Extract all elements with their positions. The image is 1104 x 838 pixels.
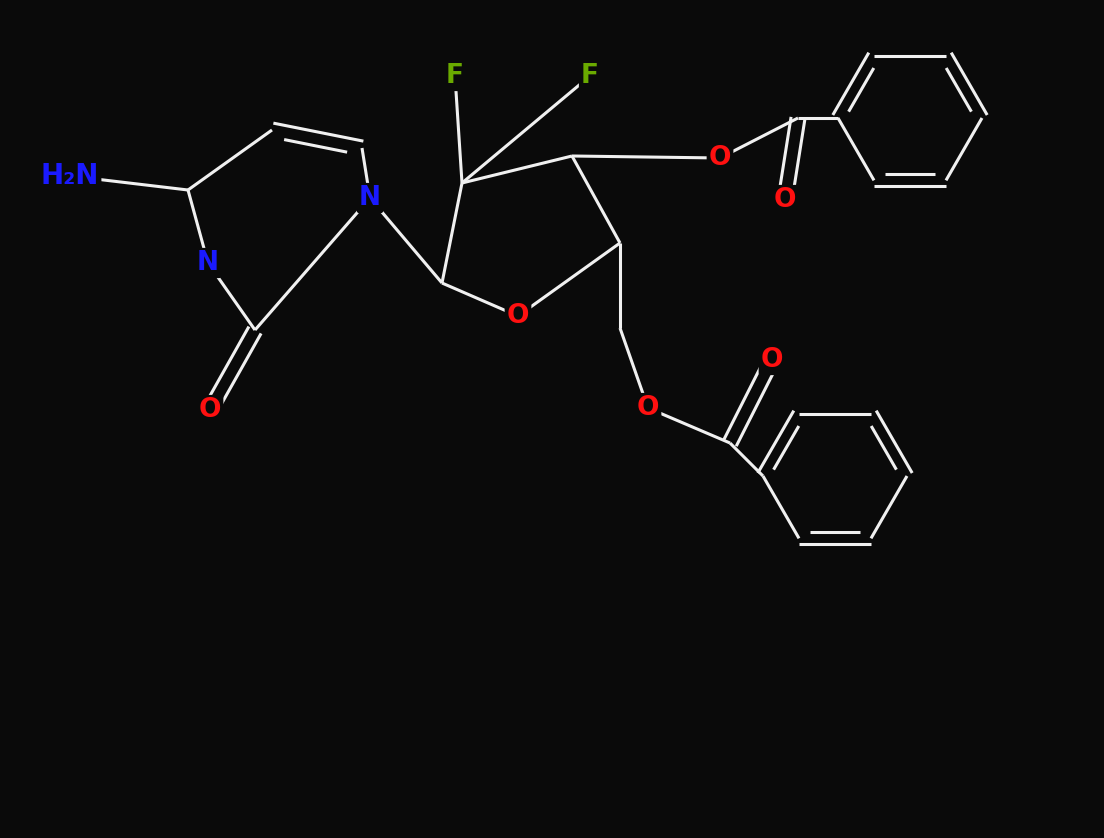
Text: O: O <box>709 145 731 171</box>
Text: O: O <box>761 347 783 373</box>
Text: F: F <box>581 63 599 89</box>
Text: H₂N: H₂N <box>41 162 99 190</box>
Text: F: F <box>446 63 464 89</box>
Text: O: O <box>774 187 796 213</box>
Text: O: O <box>507 303 529 329</box>
Text: N: N <box>197 250 219 276</box>
Text: N: N <box>359 185 381 211</box>
Text: O: O <box>199 397 221 423</box>
Text: O: O <box>637 395 659 421</box>
